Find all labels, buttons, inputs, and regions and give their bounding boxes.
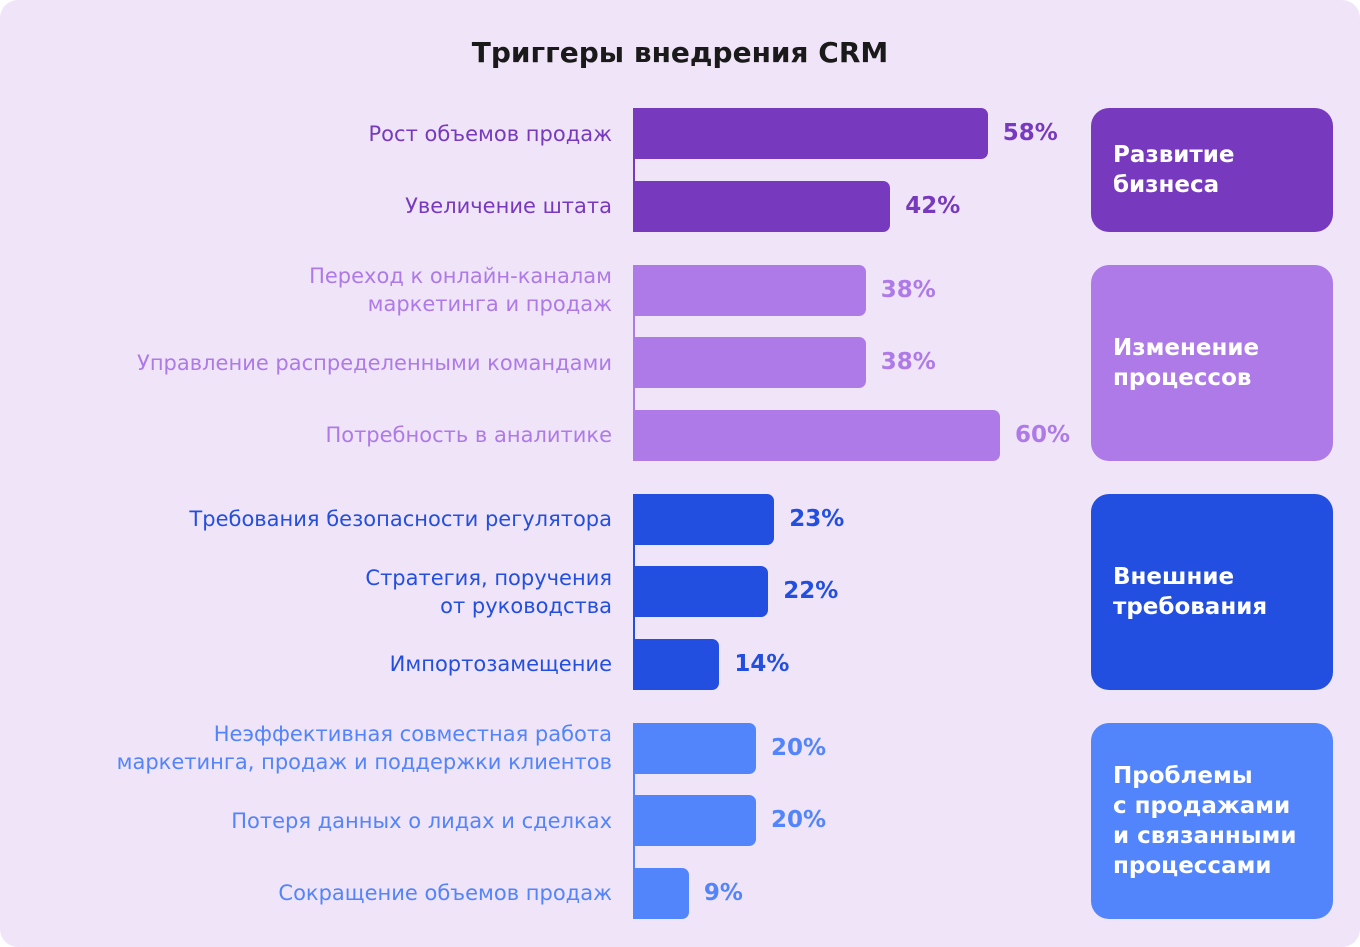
value-label: 23% bbox=[789, 505, 845, 532]
category-label: Импортозамещение bbox=[389, 652, 612, 676]
legend-box: Изменение процессов bbox=[1091, 264, 1333, 461]
category-label: Требования безопасности регулятора bbox=[189, 507, 612, 531]
bar bbox=[634, 108, 988, 159]
bar bbox=[634, 264, 866, 316]
category-label: Управление распределенными командами bbox=[137, 350, 612, 375]
group-axis bbox=[633, 108, 635, 232]
group-axis bbox=[633, 493, 635, 690]
bar bbox=[634, 722, 756, 774]
bar bbox=[634, 795, 756, 846]
bar bbox=[634, 180, 891, 232]
category-label: Сокращение объемов продаж bbox=[278, 881, 612, 905]
bar bbox=[634, 337, 866, 388]
bar bbox=[634, 566, 769, 617]
legend-box: Развитие бизнеса bbox=[1091, 108, 1333, 232]
value-label: 14% bbox=[734, 650, 790, 677]
category-label: Переход к онлайн-каналам маркетинга и пр… bbox=[309, 264, 612, 316]
value-label: 38% bbox=[880, 276, 936, 303]
legend-box: Внешние требования bbox=[1091, 493, 1333, 690]
chart-title: Триггеры внедрения CRM bbox=[471, 36, 889, 69]
bar bbox=[634, 638, 720, 690]
category-label: Неэффективная совместная работа маркетин… bbox=[116, 722, 612, 774]
value-label: 20% bbox=[771, 807, 827, 833]
bar bbox=[634, 409, 1000, 461]
bar bbox=[634, 867, 689, 919]
value-label: 58% bbox=[1002, 120, 1058, 146]
category-label: Увеличение штата bbox=[405, 194, 612, 218]
legend-box: Проблемы с продажами и связанными процес… bbox=[1091, 722, 1333, 919]
value-label: 9% bbox=[703, 879, 743, 906]
category-label: Рост объемов продаж bbox=[368, 121, 612, 146]
group-axis bbox=[633, 722, 635, 919]
category-label: Стратегия, поручения от руководства bbox=[365, 565, 612, 618]
group-axis bbox=[633, 264, 635, 461]
category-label: Потеря данных о лидах и сделках bbox=[231, 808, 612, 833]
value-label: 22% bbox=[783, 578, 839, 604]
value-label: 60% bbox=[1015, 421, 1071, 448]
bar bbox=[634, 493, 775, 545]
value-label: 20% bbox=[771, 734, 827, 761]
category-label: Потребность в аналитике bbox=[325, 423, 612, 447]
value-label: 38% bbox=[880, 349, 936, 375]
value-label: 42% bbox=[905, 192, 961, 219]
